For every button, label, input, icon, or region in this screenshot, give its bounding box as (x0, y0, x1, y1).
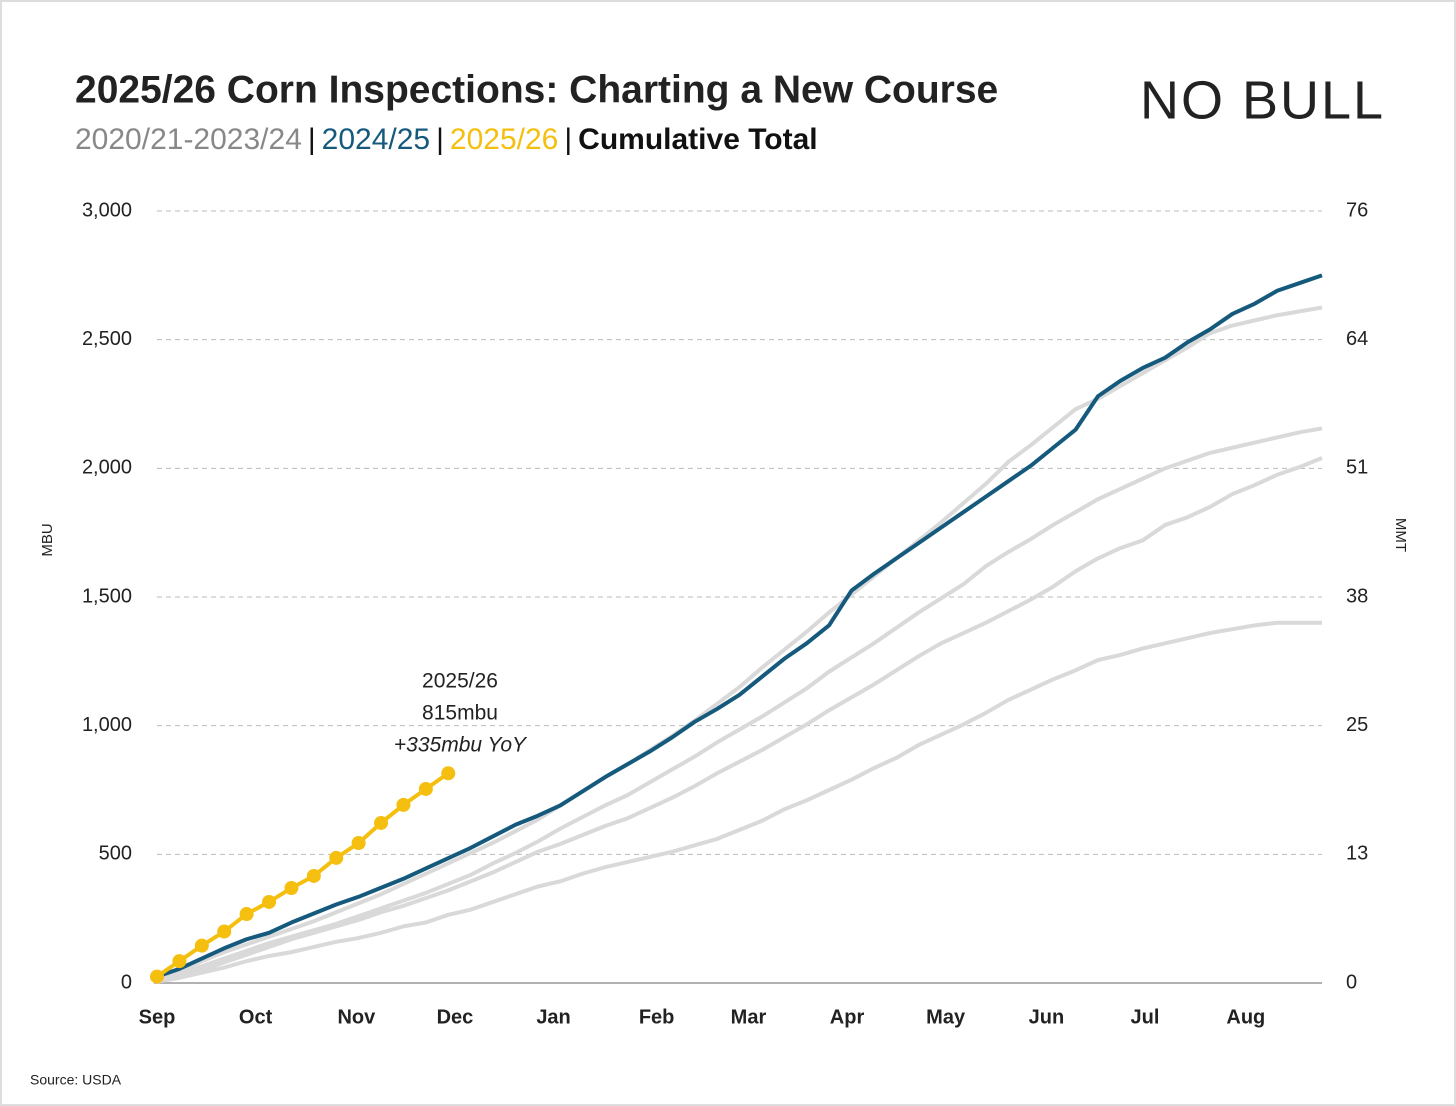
line-series (156, 426, 1323, 983)
marker (217, 924, 232, 939)
x-tick-label: Aug (1226, 1006, 1265, 1028)
logo: NO BULL (1140, 70, 1385, 130)
annotation: 815mbu (422, 702, 498, 725)
x-tick-label: Nov (337, 1006, 376, 1028)
legend-separator: | (564, 123, 572, 156)
marker (194, 938, 209, 953)
y-tick-label: 2,500 (82, 328, 132, 350)
x-tick-label: Sep (139, 1006, 176, 1028)
y2-tick-label: 13 (1346, 843, 1368, 865)
y-tick-label: 500 (99, 843, 132, 865)
x-tick-label: Jun (1029, 1006, 1065, 1028)
y2-tick-label: 51 (1346, 457, 1368, 479)
chart-title: 2025/26 Corn Inspections: Charting a New… (75, 68, 998, 111)
marker (351, 836, 366, 851)
annotation: +335mbu YoY (394, 734, 528, 757)
marker (441, 766, 456, 781)
marker (150, 969, 164, 984)
x-tick-label: Apr (830, 1006, 865, 1028)
line-series (156, 273, 1323, 979)
marker (396, 797, 411, 812)
source: Source: USDA (30, 1072, 122, 1088)
marker (374, 815, 389, 830)
x-tick-label: May (926, 1006, 966, 1028)
y2-tick-label: 76 (1346, 199, 1368, 221)
x-tick-label: Jul (1131, 1006, 1160, 1028)
marker (172, 954, 187, 969)
annotation: 2025/26 (422, 670, 498, 693)
legend-entry: 2020/21-2023/24 (75, 123, 302, 156)
y-tick-label: 3,000 (82, 199, 132, 221)
y-axis-label: MBU (39, 523, 56, 556)
line-series (156, 456, 1323, 984)
marker (239, 907, 254, 922)
line-series (156, 305, 1323, 982)
y-tick-label: 1,000 (82, 714, 132, 736)
y2-tick-label: 0 (1346, 971, 1357, 993)
legend-entry: 2025/26 (450, 123, 558, 156)
marker (418, 781, 433, 796)
y2-tick-label: 38 (1346, 585, 1368, 607)
x-tick-label: Jan (536, 1006, 570, 1028)
subtitle: 2020/21-2023/24 | 2024/25 | 2025/26 | Cumulati… (75, 123, 818, 156)
x-tick-label: Dec (437, 1006, 474, 1028)
y-tick-label: 2,000 (82, 457, 132, 479)
y-tick-label: 1,500 (82, 585, 132, 607)
legend-separator: | (436, 123, 444, 156)
y2-tick-label: 25 (1346, 714, 1368, 736)
legend-separator: | (308, 123, 316, 156)
marker (329, 850, 344, 865)
y2-tick-label: 64 (1346, 328, 1368, 350)
y-tick-label: 0 (121, 971, 132, 993)
x-tick-label: Feb (639, 1006, 675, 1028)
line-series (156, 620, 1322, 984)
x-tick-label: Oct (239, 1006, 273, 1028)
marker (262, 894, 277, 909)
x-tick-label: Mar (731, 1006, 767, 1028)
marker (284, 881, 299, 896)
legend-entry: 2024/25 (322, 123, 430, 156)
y2-axis-label: MMT (1392, 518, 1409, 552)
marker (306, 868, 321, 883)
subtitle-suffix: Cumulative Total (578, 123, 817, 156)
